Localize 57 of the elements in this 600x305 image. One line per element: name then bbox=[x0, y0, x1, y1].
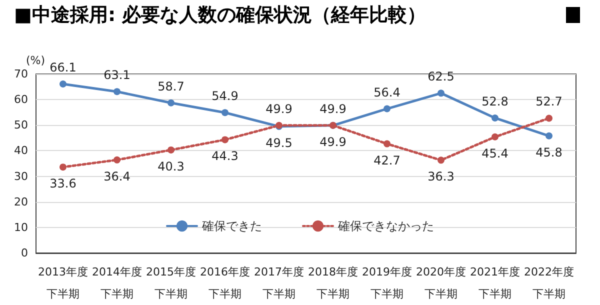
y-tick-label: 50 bbox=[14, 118, 28, 132]
data-label: 45.8 bbox=[536, 145, 562, 160]
y-tick-label: 0 bbox=[21, 246, 28, 260]
x-tick-label: 2018年度下半期 bbox=[308, 266, 358, 300]
legend-label: 確保できなかった bbox=[337, 219, 434, 233]
point bbox=[492, 114, 498, 122]
point bbox=[60, 164, 66, 171]
point bbox=[384, 105, 390, 112]
y-tick-label: 40 bbox=[14, 144, 28, 158]
data-label: 49.5 bbox=[266, 136, 292, 150]
data-label: 42.7 bbox=[374, 153, 400, 168]
point bbox=[168, 146, 174, 154]
point bbox=[60, 80, 66, 88]
data-label: 36.4 bbox=[104, 169, 130, 184]
point bbox=[384, 140, 390, 148]
point bbox=[222, 136, 228, 144]
y-axis-title: (%) bbox=[26, 54, 46, 67]
x-tick-label: 2016年度下半期 bbox=[200, 266, 250, 300]
x-tick-label: 2022年度下半期 bbox=[524, 266, 574, 300]
data-label: 44.3 bbox=[212, 149, 238, 164]
x-tick-label: 2015年度下半期 bbox=[146, 266, 196, 300]
y-tick-label: 10 bbox=[14, 220, 28, 234]
data-label: 49.9 bbox=[266, 102, 292, 116]
point bbox=[492, 133, 498, 140]
data-label: 45.4 bbox=[482, 146, 508, 160]
data-label: 36.3 bbox=[428, 170, 454, 184]
point bbox=[438, 156, 444, 164]
data-label: 54.9 bbox=[212, 89, 238, 104]
data-label: 33.6 bbox=[50, 176, 76, 191]
data-label: 49.9 bbox=[320, 134, 346, 149]
x-tick-label: 2014年度下半期 bbox=[92, 266, 142, 300]
data-label: 58.7 bbox=[158, 79, 184, 94]
point bbox=[222, 109, 228, 116]
point bbox=[114, 88, 120, 96]
x-tick-label: 2019年度下半期 bbox=[362, 266, 412, 300]
x-tick-label: 2020年度下半期 bbox=[416, 266, 466, 300]
x-tick-label: 2021年度下半期 bbox=[470, 266, 520, 300]
y-tick-label: 20 bbox=[14, 195, 28, 208]
data-label: 52.7 bbox=[536, 94, 562, 109]
data-label: 62.5 bbox=[428, 70, 454, 84]
data-label: 40.3 bbox=[158, 159, 184, 174]
y-tick-label: 70 bbox=[14, 68, 28, 80]
y-tick-label: 60 bbox=[14, 93, 28, 106]
legend-label: 確保できた bbox=[201, 219, 262, 233]
point bbox=[438, 90, 444, 97]
point bbox=[546, 132, 552, 140]
point bbox=[168, 99, 174, 106]
y-tick-label: 30 bbox=[14, 170, 28, 183]
x-tick-label: 2013年度下半期 bbox=[38, 266, 88, 300]
x-tick-label: 2017年度下半期 bbox=[254, 266, 304, 300]
data-label: 66.1 bbox=[50, 60, 76, 74]
chart-title: ■中途採用: 必要な人数の確保状況（経年比較） bbox=[14, 3, 426, 28]
point bbox=[114, 156, 120, 164]
data-label: 56.4 bbox=[374, 85, 400, 100]
data-label: 49.9 bbox=[320, 102, 346, 116]
data-label: 52.8 bbox=[482, 94, 508, 108]
point bbox=[546, 114, 552, 122]
